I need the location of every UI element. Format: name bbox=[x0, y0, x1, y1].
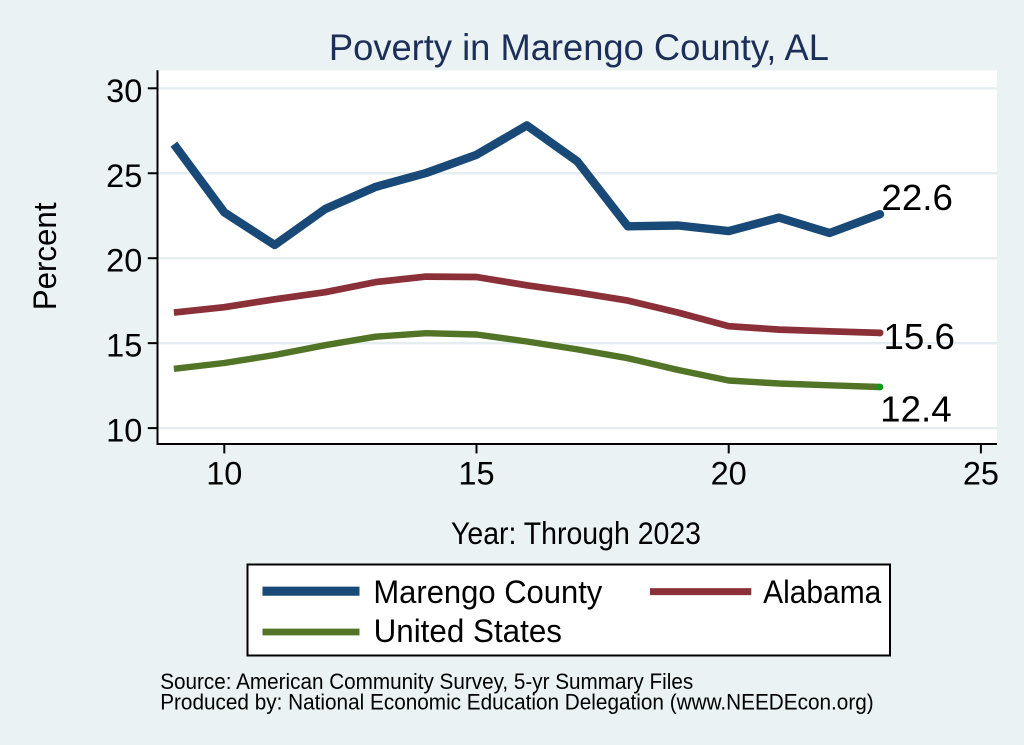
svg-text:10: 10 bbox=[106, 413, 142, 449]
svg-text:Year: Through 2023: Year: Through 2023 bbox=[451, 515, 701, 551]
svg-text:25: 25 bbox=[963, 456, 999, 492]
svg-text:30: 30 bbox=[106, 73, 142, 109]
svg-text:22.6: 22.6 bbox=[881, 177, 953, 218]
svg-text:Marengo County: Marengo County bbox=[373, 574, 602, 610]
svg-text:15: 15 bbox=[458, 456, 494, 492]
svg-text:Source: American Community Sur: Source: American Community Survey, 5-yr … bbox=[160, 669, 693, 694]
svg-text:15.6: 15.6 bbox=[884, 316, 956, 357]
svg-text:12.4: 12.4 bbox=[880, 388, 952, 429]
svg-text:Produced by: National Economic: Produced by: National Economic Education… bbox=[160, 690, 874, 715]
svg-text:20: 20 bbox=[106, 243, 142, 279]
svg-text:Alabama: Alabama bbox=[763, 574, 881, 610]
svg-text:10: 10 bbox=[206, 456, 242, 492]
svg-text:20: 20 bbox=[711, 456, 747, 492]
svg-text:15: 15 bbox=[106, 328, 142, 364]
svg-text:25: 25 bbox=[106, 158, 142, 194]
svg-text:Poverty in Marengo County, AL: Poverty in Marengo County, AL bbox=[329, 26, 829, 68]
svg-text:United States: United States bbox=[374, 613, 562, 649]
svg-text:Percent: Percent bbox=[27, 202, 63, 310]
